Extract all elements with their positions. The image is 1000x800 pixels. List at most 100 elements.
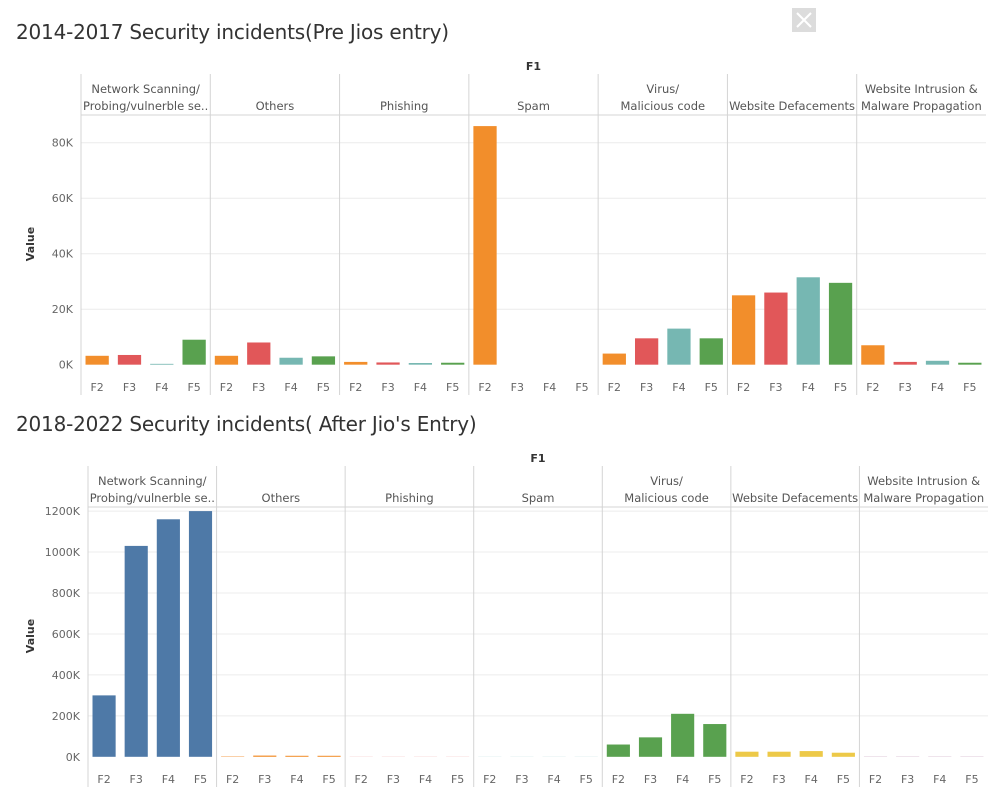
svg2-bar	[671, 713, 695, 757]
svg2-column-header: F1	[530, 452, 545, 465]
svg1-x-tick-label: F4	[543, 381, 556, 394]
svg1-x-tick-label: F2	[349, 381, 362, 394]
svg2-x-tick-label: F5	[837, 773, 850, 786]
svg2-x-tick-label: F4	[162, 773, 175, 786]
svg1-bar	[376, 362, 400, 365]
svg2-x-tick-label: F3	[772, 773, 785, 786]
svg2-y-tick-label: 200K	[52, 710, 81, 723]
svg1-y-tick-label: 40K	[52, 248, 74, 261]
svg1-x-tick-label: F2	[737, 381, 750, 394]
svg1-bar	[182, 339, 206, 365]
svg1-x-tick-label: F2	[608, 381, 621, 394]
svg1-y-tick-label: 60K	[52, 192, 74, 205]
svg2-panel-header: Others	[262, 491, 301, 505]
svg2-x-tick-label: F4	[547, 773, 560, 786]
svg2-x-tick-label: F2	[740, 773, 753, 786]
svg1-y-tick-label: 20K	[52, 303, 74, 316]
svg1-bar	[247, 342, 271, 365]
svg1-panel-header: Website Defacements	[729, 99, 855, 113]
svg1-bar	[764, 292, 788, 365]
svg1-x-tick-label: F3	[511, 381, 524, 394]
chart-after-jio: F1 Network Scanning/Probing/vulnerble se.…	[24, 452, 988, 787]
svg2-bar	[735, 751, 759, 757]
svg1-panel-header: Website Intrusion &	[865, 82, 978, 96]
svg2-bar	[124, 545, 148, 757]
close-button[interactable]	[792, 8, 816, 32]
svg1-y-axis-label: Value	[24, 227, 37, 261]
svg1-panel-header: Malware Propagation	[861, 99, 982, 113]
svg1-bar	[958, 362, 982, 365]
svg1-bar	[279, 357, 303, 365]
svg1-panel-header: Phishing	[380, 99, 428, 113]
svg2-panel-header: Malware Propagation	[863, 491, 984, 505]
svg1-x-tick-label: F5	[446, 381, 459, 394]
svg2-x-tick-label: F2	[869, 773, 882, 786]
svg2-panel-header: Virus/	[650, 474, 683, 488]
svg1-y-tick-label: 0K	[59, 359, 74, 372]
svg1-x-tick-label: F2	[866, 381, 879, 394]
svg1-bar	[117, 354, 142, 365]
svg2-bar	[156, 519, 180, 757]
svg2-bar	[703, 724, 727, 757]
svg2-bar	[253, 755, 277, 757]
svg2-bar	[606, 744, 630, 757]
svg1-x-tick-label: F4	[284, 381, 297, 394]
svg1-bar	[731, 295, 756, 365]
svg2-x-tick-label: F2	[226, 773, 239, 786]
svg2-bar	[767, 751, 791, 757]
svg2-panel-header: Probing/vulnerble se..	[90, 491, 215, 505]
svg2-x-tick-label: F5	[708, 773, 721, 786]
svg1-x-tick-label: F2	[478, 381, 491, 394]
svg1-x-tick-label: F3	[381, 381, 394, 394]
svg2-y-axis-label: Value	[24, 619, 37, 653]
svg2-y-tick-label: 1200K	[45, 505, 81, 518]
svg1-x-tick-label: F5	[705, 381, 718, 394]
chart-pre-jio: F1 Network Scanning/Probing/vulnerble se.…	[24, 60, 986, 395]
svg1-panel-header: Spam	[517, 99, 550, 113]
svg2-x-tick-label: F4	[419, 773, 432, 786]
svg1-x-tick-label: F5	[187, 381, 200, 394]
svg1-x-tick-label: F3	[769, 381, 782, 394]
svg1-bar	[344, 361, 368, 365]
close-icon	[796, 12, 812, 28]
svg1-panel-header: Others	[256, 99, 295, 113]
svg2-y-tick-label: 800K	[52, 587, 81, 600]
svg1-x-tick-label: F3	[252, 381, 265, 394]
svg2-panel-header: Website Defacements	[732, 491, 858, 505]
svg2-x-tick-label: F2	[97, 773, 110, 786]
svg1-x-tick-label: F2	[90, 381, 103, 394]
svg2-bar	[188, 511, 213, 757]
svg1-x-tick-label: F5	[317, 381, 330, 394]
chart-title-after-jio: 2018-2022 Security incidents( After Jio'…	[16, 412, 477, 436]
svg2-x-tick-label: F4	[676, 773, 689, 786]
svg1-x-tick-label: F3	[123, 381, 136, 394]
svg1-bar	[667, 328, 691, 365]
chart-title-pre-jio: 2014-2017 Security incidents(Pre Jios en…	[16, 20, 449, 44]
svg2-panel-header: Malicious code	[624, 491, 709, 505]
svg1-bar	[699, 338, 723, 365]
svg2-x-tick-label: F5	[965, 773, 978, 786]
svg2-x-tick-label: F3	[515, 773, 528, 786]
svg1-bar	[634, 338, 659, 365]
svg1-x-tick-label: F2	[220, 381, 233, 394]
svg1-x-tick-label: F4	[931, 381, 944, 394]
svg1-x-tick-label: F3	[640, 381, 653, 394]
svg2-x-tick-label: F2	[355, 773, 368, 786]
svg2-panel-header: Website Intrusion &	[867, 474, 980, 488]
svg2-x-tick-label: F5	[322, 773, 335, 786]
svg2-y-tick-label: 600K	[52, 628, 81, 641]
svg2-panel-header: Phishing	[385, 491, 433, 505]
svg1-bar	[214, 355, 239, 365]
svg2-x-tick-label: F2	[612, 773, 625, 786]
svg1-bar	[861, 345, 885, 365]
svg2-x-tick-label: F4	[805, 773, 818, 786]
svg2-x-tick-label: F5	[194, 773, 207, 786]
svg2-bar	[285, 755, 309, 757]
svg2-x-tick-label: F3	[258, 773, 271, 786]
svg2-bar	[799, 751, 823, 757]
svg1-bar	[925, 360, 950, 365]
svg1-panel-header: Virus/	[646, 82, 679, 96]
svg1-panel-header: Malicious code	[620, 99, 705, 113]
svg1-x-tick-label: F4	[672, 381, 685, 394]
svg2-panel-header: Network Scanning/	[98, 474, 207, 488]
